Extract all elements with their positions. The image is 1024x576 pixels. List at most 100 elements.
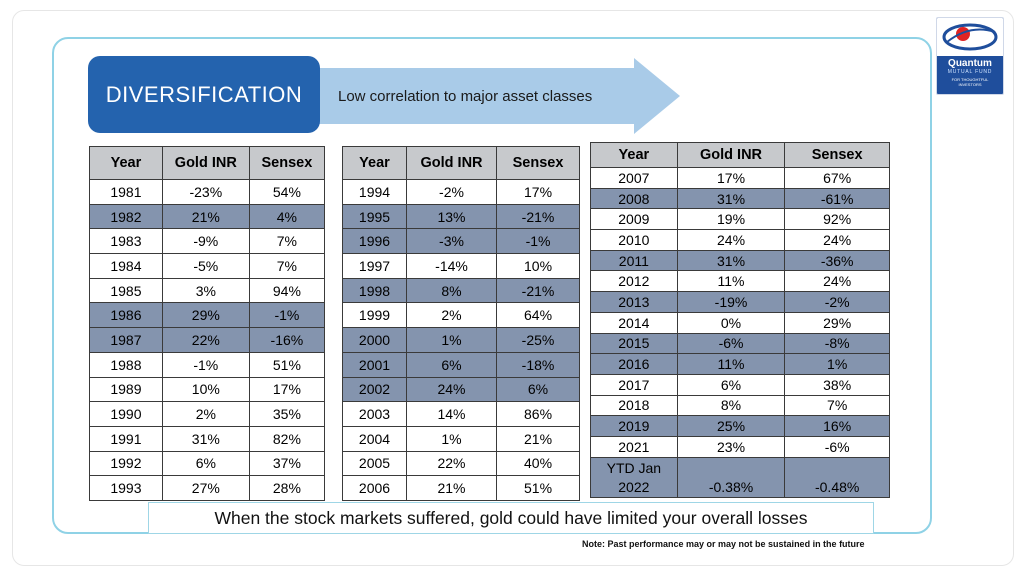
sensex-cell: 82%	[248, 425, 326, 452]
sensex-cell: 64%	[496, 302, 580, 329]
table-row: 1991 31% 82%	[89, 425, 326, 452]
gold-inr-cell: 19%	[676, 208, 786, 231]
sensex-cell: -61%	[784, 187, 890, 210]
returns-table-1981-1993: Year Gold INR Sensex 1981 -23% 54% 1982 21% 4…	[89, 146, 326, 501]
year-cell: 2017	[590, 373, 678, 396]
table-row: 2000 1% -25%	[342, 327, 580, 353]
sensex-cell: 7%	[784, 394, 890, 417]
sensex-cell: 7%	[248, 253, 326, 279]
year-cell: 1995	[342, 203, 407, 230]
sensex-cell: 4%	[248, 203, 326, 230]
gold-inr-cell: 17%	[676, 167, 786, 189]
logo-tagline-1: FOR THOUGHTFUL	[951, 77, 989, 82]
ytd-sensex-cell: -0.48%	[784, 456, 890, 498]
year-cell: 1981	[89, 179, 163, 205]
col-gold-inr: Gold INR	[676, 142, 786, 168]
year-cell: 1991	[89, 425, 163, 452]
sensex-cell: 17%	[248, 376, 326, 403]
year-cell: 1986	[89, 302, 163, 329]
gold-inr-cell: -6%	[676, 332, 786, 355]
table-row: 2015 -6% -8%	[590, 332, 890, 355]
gold-inr-cell: 11%	[676, 353, 786, 375]
year-cell: 2004	[342, 425, 407, 452]
sensex-cell: 24%	[784, 229, 890, 251]
gold-inr-cell: -9%	[161, 228, 250, 255]
table-row: 2002 24% 6%	[342, 376, 580, 403]
sensex-cell: 51%	[248, 351, 326, 378]
table-row: 1983 -9% 7%	[89, 228, 326, 255]
sensex-cell: 37%	[248, 450, 326, 477]
table-row: 1998 8% -21%	[342, 277, 580, 304]
sensex-cell: -1%	[496, 228, 580, 255]
ytd-year-cell: YTD Jan 2022	[590, 456, 678, 498]
sensex-cell: 16%	[784, 415, 890, 437]
sensex-cell: -18%	[496, 351, 580, 378]
sensex-cell: 29%	[784, 311, 890, 334]
sensex-cell: 51%	[496, 475, 580, 501]
table-row: 2013 -19% -2%	[590, 291, 890, 313]
year-cell: 1982	[89, 203, 163, 230]
gold-inr-cell: -3%	[405, 228, 498, 255]
year-cell: 2002	[342, 376, 407, 403]
year-cell: 1996	[342, 228, 407, 255]
table-row: 1987 22% -16%	[89, 327, 326, 353]
table-row: 1994 -2% 17%	[342, 179, 580, 205]
col-sensex: Sensex	[248, 146, 326, 180]
sensex-cell: 54%	[248, 179, 326, 205]
year-cell: 2011	[590, 249, 678, 272]
year-cell: 2008	[590, 187, 678, 210]
gold-inr-cell: 14%	[405, 401, 498, 427]
logo-mark-icon	[937, 18, 1003, 56]
gold-inr-cell: 22%	[405, 450, 498, 477]
sensex-cell: 86%	[496, 401, 580, 427]
year-cell: 2019	[590, 415, 678, 437]
arrow-shape	[316, 58, 680, 134]
returns-table-2007-2022: Year Gold INR Sensex 2007 17% 67% 2008 31% -6…	[590, 142, 890, 498]
table-row: 2006 21% 51%	[342, 475, 580, 501]
table-row: 2011 31% -36%	[590, 249, 890, 272]
sensex-cell: -36%	[784, 249, 890, 272]
sensex-cell: 92%	[784, 208, 890, 231]
gold-inr-cell: 21%	[405, 475, 498, 501]
table-row: 1985 3% 94%	[89, 277, 326, 304]
table-row: 2017 6% 38%	[590, 373, 890, 396]
table-row: 2008 31% -61%	[590, 187, 890, 210]
year-cell: 1992	[89, 450, 163, 477]
gold-inr-cell: -19%	[676, 291, 786, 313]
gold-inr-cell: 24%	[676, 229, 786, 251]
col-year: Year	[342, 146, 407, 180]
sensex-cell: -16%	[248, 327, 326, 353]
table-row: 2018 8% 7%	[590, 394, 890, 417]
sensex-cell: 38%	[784, 373, 890, 396]
gold-inr-cell: 0%	[676, 311, 786, 334]
year-cell: 2021	[590, 435, 678, 458]
gold-inr-cell: 24%	[405, 376, 498, 403]
gold-inr-cell: 25%	[676, 415, 786, 437]
ytd-label-line-2: 2022	[618, 478, 650, 495]
sensex-cell: 35%	[248, 401, 326, 427]
year-cell: 1998	[342, 277, 407, 304]
gold-inr-cell: 2%	[405, 302, 498, 329]
table-row: 1997 -14% 10%	[342, 253, 580, 279]
gold-inr-cell: 8%	[676, 394, 786, 417]
year-cell: 1994	[342, 179, 407, 205]
gold-inr-cell: 23%	[676, 435, 786, 458]
gold-inr-cell: 21%	[161, 203, 250, 230]
gold-inr-cell: 31%	[676, 249, 786, 272]
callout-box: When the stock markets suffered, gold co…	[148, 502, 874, 534]
sensex-cell: -8%	[784, 332, 890, 355]
table-row: 2014 0% 29%	[590, 311, 890, 334]
ytd-gold-cell: -0.38%	[676, 456, 786, 498]
table-row: 2009 19% 92%	[590, 208, 890, 231]
gold-inr-cell: 29%	[161, 302, 250, 329]
gold-inr-cell: -5%	[161, 253, 250, 279]
sensex-cell: 21%	[496, 425, 580, 452]
gold-inr-cell: 31%	[676, 187, 786, 210]
table-row: 2003 14% 86%	[342, 401, 580, 427]
sensex-cell: -21%	[496, 277, 580, 304]
col-sensex: Sensex	[784, 142, 890, 168]
table-row: 1989 10% 17%	[89, 376, 326, 403]
sensex-cell: 67%	[784, 167, 890, 189]
table-row: 1984 -5% 7%	[89, 253, 326, 279]
returns-table-1994-2006: Year Gold INR Sensex 1994 -2% 17% 1995 13% -2…	[342, 146, 580, 501]
